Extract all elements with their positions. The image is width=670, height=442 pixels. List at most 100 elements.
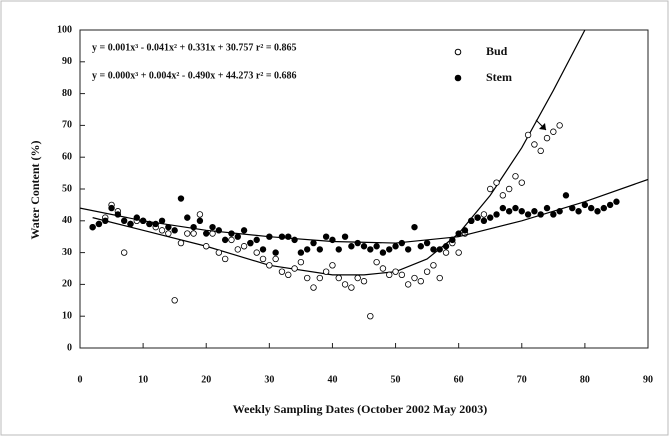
y-tick-label: 30 — [62, 247, 72, 258]
data-point — [341, 281, 349, 288]
data-point — [392, 268, 399, 275]
x-tick-label: 80 — [580, 374, 590, 385]
data-point — [392, 243, 399, 250]
data-point — [588, 204, 595, 212]
data-point — [411, 274, 418, 282]
data-point — [379, 265, 387, 272]
data-point — [543, 204, 551, 212]
data-point — [505, 185, 513, 193]
data-point — [171, 297, 178, 304]
data-point — [556, 208, 563, 215]
equation: y = 0.000x³ + 0.004x² - 0.490x + 44.273 … — [92, 70, 297, 81]
data-point — [404, 246, 412, 253]
data-point — [278, 233, 286, 240]
x-tick-label: 70 — [517, 374, 527, 385]
data-point — [537, 211, 544, 218]
data-point — [259, 255, 267, 263]
data-point — [291, 265, 298, 272]
data-point — [461, 227, 469, 234]
data-point — [335, 246, 342, 253]
data-point — [455, 249, 462, 256]
y-tick-label: 10 — [62, 310, 72, 321]
y-tick-label: 100 — [57, 24, 72, 35]
data-point — [430, 262, 437, 269]
data-point — [531, 208, 538, 215]
y-tick-label: 20 — [62, 279, 72, 290]
legend-label: Bud — [486, 44, 508, 58]
data-point — [240, 243, 248, 250]
y-tick-label: 50 — [62, 183, 72, 194]
data-point — [215, 227, 223, 234]
data-point — [234, 233, 241, 240]
data-point — [253, 249, 260, 256]
data-point — [379, 249, 387, 256]
data-point — [247, 239, 254, 247]
data-point — [537, 147, 544, 155]
legend-marker — [454, 48, 462, 56]
data-point — [417, 278, 424, 285]
y-tick-label: 70 — [62, 120, 72, 131]
data-point — [594, 208, 601, 215]
data-point — [285, 271, 292, 279]
data-point — [423, 239, 431, 247]
data-point — [442, 243, 450, 250]
data-point — [102, 217, 109, 224]
data-point — [474, 214, 481, 221]
data-point — [278, 268, 286, 275]
data-point — [297, 249, 305, 256]
data-point — [606, 201, 614, 209]
data-point — [203, 230, 210, 237]
y-tick-label: 60 — [62, 151, 72, 162]
data-point — [398, 271, 406, 279]
y-tick-label: 0 — [67, 342, 72, 353]
data-point — [228, 236, 235, 244]
data-point — [152, 220, 159, 228]
data-point — [354, 274, 361, 282]
data-point — [367, 246, 374, 253]
data-point — [569, 204, 576, 212]
data-point — [165, 230, 172, 237]
data-point — [196, 217, 204, 224]
arrow-head — [539, 123, 546, 130]
data-point — [266, 262, 273, 269]
x-tick-label: 20 — [201, 374, 211, 385]
data-point — [386, 271, 393, 279]
data-point — [512, 204, 519, 212]
data-point — [190, 230, 197, 237]
data-point — [543, 134, 551, 142]
data-point — [499, 192, 507, 199]
data-point — [430, 246, 437, 253]
data-point — [259, 246, 267, 253]
data-point — [272, 255, 279, 263]
data-point — [524, 211, 532, 218]
data-point — [449, 236, 456, 244]
data-point — [360, 278, 368, 285]
data-point — [531, 141, 538, 148]
x-tick-label: 60 — [454, 374, 464, 385]
data-point — [436, 246, 443, 253]
data-point — [436, 274, 443, 282]
data-point — [177, 195, 185, 202]
data-point — [221, 236, 229, 244]
data-point — [310, 284, 317, 291]
data-point — [386, 246, 393, 253]
data-point — [493, 179, 500, 186]
data-point — [581, 201, 589, 209]
data-point — [512, 173, 519, 180]
data-point — [190, 223, 197, 231]
y-axis-label: Water Content (%) — [28, 140, 42, 239]
data-point — [291, 236, 298, 244]
data-point — [221, 255, 229, 263]
data-point — [158, 227, 166, 234]
data-point — [203, 243, 210, 250]
data-point — [480, 211, 488, 218]
data-point — [285, 233, 292, 240]
x-tick-label: 90 — [643, 374, 653, 385]
data-point — [89, 223, 96, 231]
data-point — [215, 249, 223, 256]
data-point — [266, 233, 273, 240]
data-point — [316, 246, 324, 253]
data-point — [480, 217, 488, 224]
y-tick-label: 90 — [62, 56, 72, 67]
